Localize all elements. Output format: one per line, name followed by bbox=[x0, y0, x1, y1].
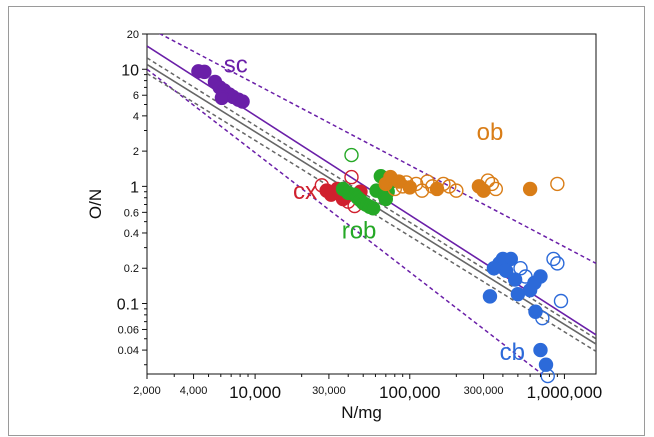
x-axis-label: N/mg bbox=[341, 403, 382, 422]
data-point-cb bbox=[540, 368, 555, 384]
data-point-cx bbox=[344, 169, 359, 185]
data-point-ob bbox=[522, 181, 538, 197]
group-label-cx: cx bbox=[293, 178, 317, 205]
y-tick-label: 0.4 bbox=[124, 228, 139, 240]
data-point-ob bbox=[420, 174, 435, 189]
data-point-cb bbox=[546, 251, 561, 267]
data-point-cb bbox=[533, 269, 548, 284]
y-tick-label: 0.06 bbox=[118, 324, 139, 336]
data-points bbox=[191, 64, 569, 384]
group-label-cb: cb bbox=[500, 339, 525, 366]
data-point-rob bbox=[365, 201, 381, 216]
y-tick-label: 0.04 bbox=[118, 345, 139, 357]
fit-line bbox=[158, 34, 596, 265]
data-point-sc bbox=[214, 90, 230, 106]
group-label-ob: ob bbox=[477, 119, 504, 146]
x-tick-label: 100,000 bbox=[379, 383, 440, 402]
x-tick-label: 30,000 bbox=[312, 385, 346, 397]
x-tick-label: 1,000,000 bbox=[527, 383, 603, 402]
y-tick-label: 20 bbox=[127, 29, 139, 41]
data-point-sc bbox=[197, 64, 212, 80]
x-tick-label: 10,000 bbox=[229, 383, 281, 402]
y-tick-label: 0.6 bbox=[124, 207, 139, 219]
plot-area bbox=[146, 33, 597, 375]
data-point-sc bbox=[235, 94, 250, 109]
data-point-ob bbox=[480, 173, 496, 188]
y-axis: 20 10 6 4 2 1 0.6 0.4 0.2 0.1 0.06 0.04 bbox=[117, 29, 147, 366]
data-point-cb bbox=[538, 357, 554, 372]
data-point-cb bbox=[550, 256, 565, 271]
y-tick-label: 2 bbox=[133, 146, 139, 158]
data-point-cb bbox=[510, 287, 526, 302]
y-axis-label: O/N bbox=[86, 189, 105, 219]
x-axis: 2,000 4,000 10,000 30,000 100,000 300,000 1,00… bbox=[133, 374, 602, 402]
y-tick-label: 0.2 bbox=[124, 263, 139, 275]
y-tick-label: 6 bbox=[133, 90, 139, 102]
figure-frame: sc cx rob ob cb 20 10 6 4 2 1 0.6 0.4 0.2 0.1 0.06 0.04… bbox=[8, 6, 645, 436]
data-point-cb bbox=[513, 261, 528, 276]
y-tick-label: 10 bbox=[121, 62, 139, 79]
data-point-ob bbox=[449, 183, 464, 198]
data-point-cb bbox=[535, 310, 550, 326]
data-point-ob bbox=[442, 179, 457, 194]
data-point-cb bbox=[533, 342, 548, 358]
group-label-sc: sc bbox=[224, 51, 248, 78]
data-point-ob bbox=[484, 176, 500, 192]
data-point-cb bbox=[503, 251, 518, 267]
y-tick-label: 4 bbox=[133, 111, 139, 123]
data-point-cb bbox=[482, 289, 498, 304]
x-tick-label: 2,000 bbox=[133, 385, 161, 397]
x-tick-label: 4,000 bbox=[180, 385, 208, 397]
group-label-rob: rob bbox=[342, 217, 377, 244]
data-point-rob bbox=[344, 147, 359, 163]
y-tick-label: 0.1 bbox=[117, 296, 139, 313]
plot-frame bbox=[146, 33, 597, 375]
data-point-rob bbox=[378, 191, 394, 207]
y-tick-label: 1 bbox=[130, 179, 139, 196]
fit-line bbox=[147, 68, 544, 374]
x-tick-label: 300,000 bbox=[464, 385, 504, 397]
data-point-ob bbox=[488, 181, 504, 197]
data-point-cb bbox=[553, 293, 569, 309]
data-point-ob bbox=[550, 176, 565, 192]
